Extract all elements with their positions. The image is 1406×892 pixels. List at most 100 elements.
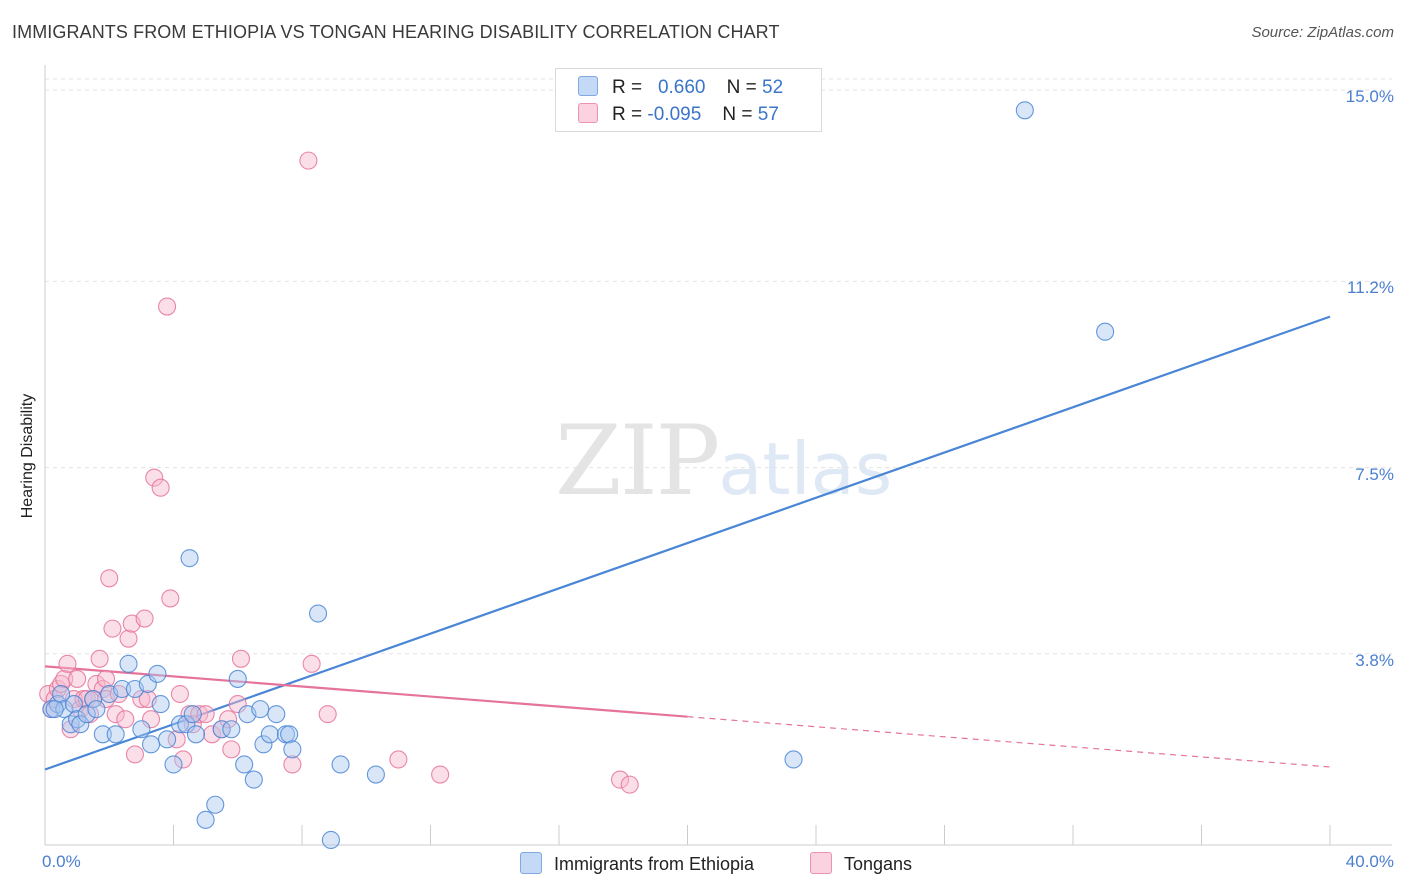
legend-r-label: R = bbox=[612, 77, 643, 98]
legend-row-ethiopia: R = 0.660 N = 52 bbox=[578, 76, 783, 98]
point-tongans bbox=[170, 684, 189, 704]
point-ethiopia bbox=[68, 710, 87, 729]
bottom-legend-ethiopia: Immigrants from Ethiopia bbox=[520, 852, 754, 875]
point-ethiopia bbox=[77, 705, 96, 724]
point-tongans bbox=[620, 775, 639, 794]
point-ethiopia bbox=[321, 830, 340, 850]
point-ethiopia bbox=[235, 755, 254, 774]
data-points bbox=[39, 101, 1115, 850]
point-ethiopia bbox=[244, 770, 263, 789]
point-tongans bbox=[183, 715, 202, 734]
point-ethiopia bbox=[186, 725, 206, 744]
point-tongans bbox=[48, 679, 67, 699]
point-tongans bbox=[61, 720, 80, 739]
point-ethiopia bbox=[119, 654, 138, 673]
point-tongans bbox=[610, 770, 630, 789]
chart-title: IMMIGRANTS FROM ETHIOPIA VS TONGAN HEARI… bbox=[12, 22, 780, 42]
point-ethiopia bbox=[87, 700, 106, 719]
axes bbox=[44, 65, 1392, 846]
point-tongans bbox=[135, 609, 154, 628]
point-ethiopia bbox=[180, 549, 199, 568]
y-tick-label: 11.2% bbox=[1347, 278, 1394, 298]
bottom-legend-label: Tongans bbox=[844, 854, 913, 874]
point-ethiopia bbox=[784, 750, 803, 769]
legend-swatch-ethiopia bbox=[578, 76, 598, 96]
point-ethiopia bbox=[309, 604, 328, 623]
point-tongans bbox=[116, 710, 135, 729]
y-tick-label: 15.0% bbox=[1345, 87, 1394, 107]
point-ethiopia bbox=[141, 735, 161, 754]
point-ethiopia bbox=[177, 715, 196, 734]
y-tick-label: 3.8% bbox=[1355, 650, 1394, 670]
correlation-legend: R = 0.660 N = 52 R = -0.095 N = 57 bbox=[555, 68, 822, 132]
watermark-zip: ZIP bbox=[555, 405, 720, 517]
point-ethiopia bbox=[1015, 101, 1034, 120]
y-tick-label: 7.5% bbox=[1355, 464, 1394, 484]
point-tongans bbox=[145, 468, 164, 487]
point-tongans bbox=[318, 705, 337, 724]
point-tongans bbox=[161, 589, 180, 608]
point-tongans bbox=[228, 695, 247, 714]
bottom-legend-label: Immigrants from Ethiopia bbox=[554, 854, 755, 874]
point-ethiopia bbox=[228, 669, 247, 688]
point-ethiopia bbox=[158, 730, 177, 749]
point-ethiopia bbox=[222, 720, 241, 739]
legend-n-label: N = bbox=[726, 77, 757, 98]
point-ethiopia bbox=[52, 684, 71, 704]
point-ethiopia bbox=[164, 755, 183, 774]
point-tongans bbox=[109, 684, 128, 704]
point-ethiopia bbox=[206, 795, 225, 814]
source-label: Source: ZipAtlas.com bbox=[1251, 24, 1394, 41]
point-tongans bbox=[141, 710, 161, 729]
point-tongans bbox=[283, 755, 302, 774]
trendline-extension-tongans bbox=[687, 716, 1331, 768]
legend-n-value: 52 bbox=[762, 77, 784, 98]
legend-n-label: N = bbox=[722, 104, 753, 125]
x-tick-label-max: 40.0% bbox=[1345, 852, 1394, 871]
point-ethiopia bbox=[93, 725, 112, 744]
point-tongans bbox=[158, 297, 177, 316]
point-tongans bbox=[302, 654, 321, 673]
point-ethiopia bbox=[251, 700, 270, 719]
point-tongans bbox=[231, 649, 251, 668]
point-ethiopia bbox=[132, 720, 151, 739]
point-ethiopia bbox=[280, 725, 299, 744]
legend-r-value: 0.660 bbox=[657, 77, 706, 98]
point-tongans bbox=[219, 710, 238, 729]
point-ethiopia bbox=[1096, 322, 1115, 341]
point-ethiopia bbox=[106, 725, 125, 744]
point-tongans bbox=[190, 705, 209, 724]
point-ethiopia bbox=[151, 695, 170, 714]
point-ethiopia bbox=[71, 715, 90, 734]
point-tongans bbox=[299, 151, 318, 170]
trendline-tongans bbox=[44, 665, 688, 718]
point-tongans bbox=[68, 669, 87, 688]
point-tongans bbox=[100, 569, 119, 588]
bottom-legend-swatch-ethiopia bbox=[520, 852, 542, 874]
point-ethiopia bbox=[212, 720, 231, 739]
point-ethiopia bbox=[138, 674, 157, 694]
legend-r-label: R = bbox=[612, 104, 643, 125]
point-ethiopia bbox=[260, 725, 279, 744]
point-tongans bbox=[222, 740, 241, 759]
point-tongans bbox=[96, 669, 116, 688]
point-tongans bbox=[90, 649, 109, 668]
point-tongans bbox=[132, 690, 151, 709]
point-tongans bbox=[103, 619, 122, 638]
point-ethiopia bbox=[64, 695, 83, 714]
point-tongans bbox=[125, 745, 144, 764]
point-tongans bbox=[203, 725, 222, 744]
point-ethiopia bbox=[183, 705, 202, 724]
y-axis-label: Hearing Disability bbox=[19, 393, 36, 519]
legend-n-value: 57 bbox=[757, 104, 779, 125]
bottom-legend-tongans: Tongans bbox=[810, 852, 912, 875]
trendlines bbox=[44, 315, 1331, 771]
point-tongans bbox=[106, 705, 125, 724]
point-ethiopia bbox=[254, 735, 273, 754]
point-tongans bbox=[431, 765, 450, 784]
point-tongans bbox=[196, 705, 215, 724]
point-tongans bbox=[174, 750, 193, 769]
point-ethiopia bbox=[45, 700, 64, 719]
point-ethiopia bbox=[331, 755, 350, 774]
